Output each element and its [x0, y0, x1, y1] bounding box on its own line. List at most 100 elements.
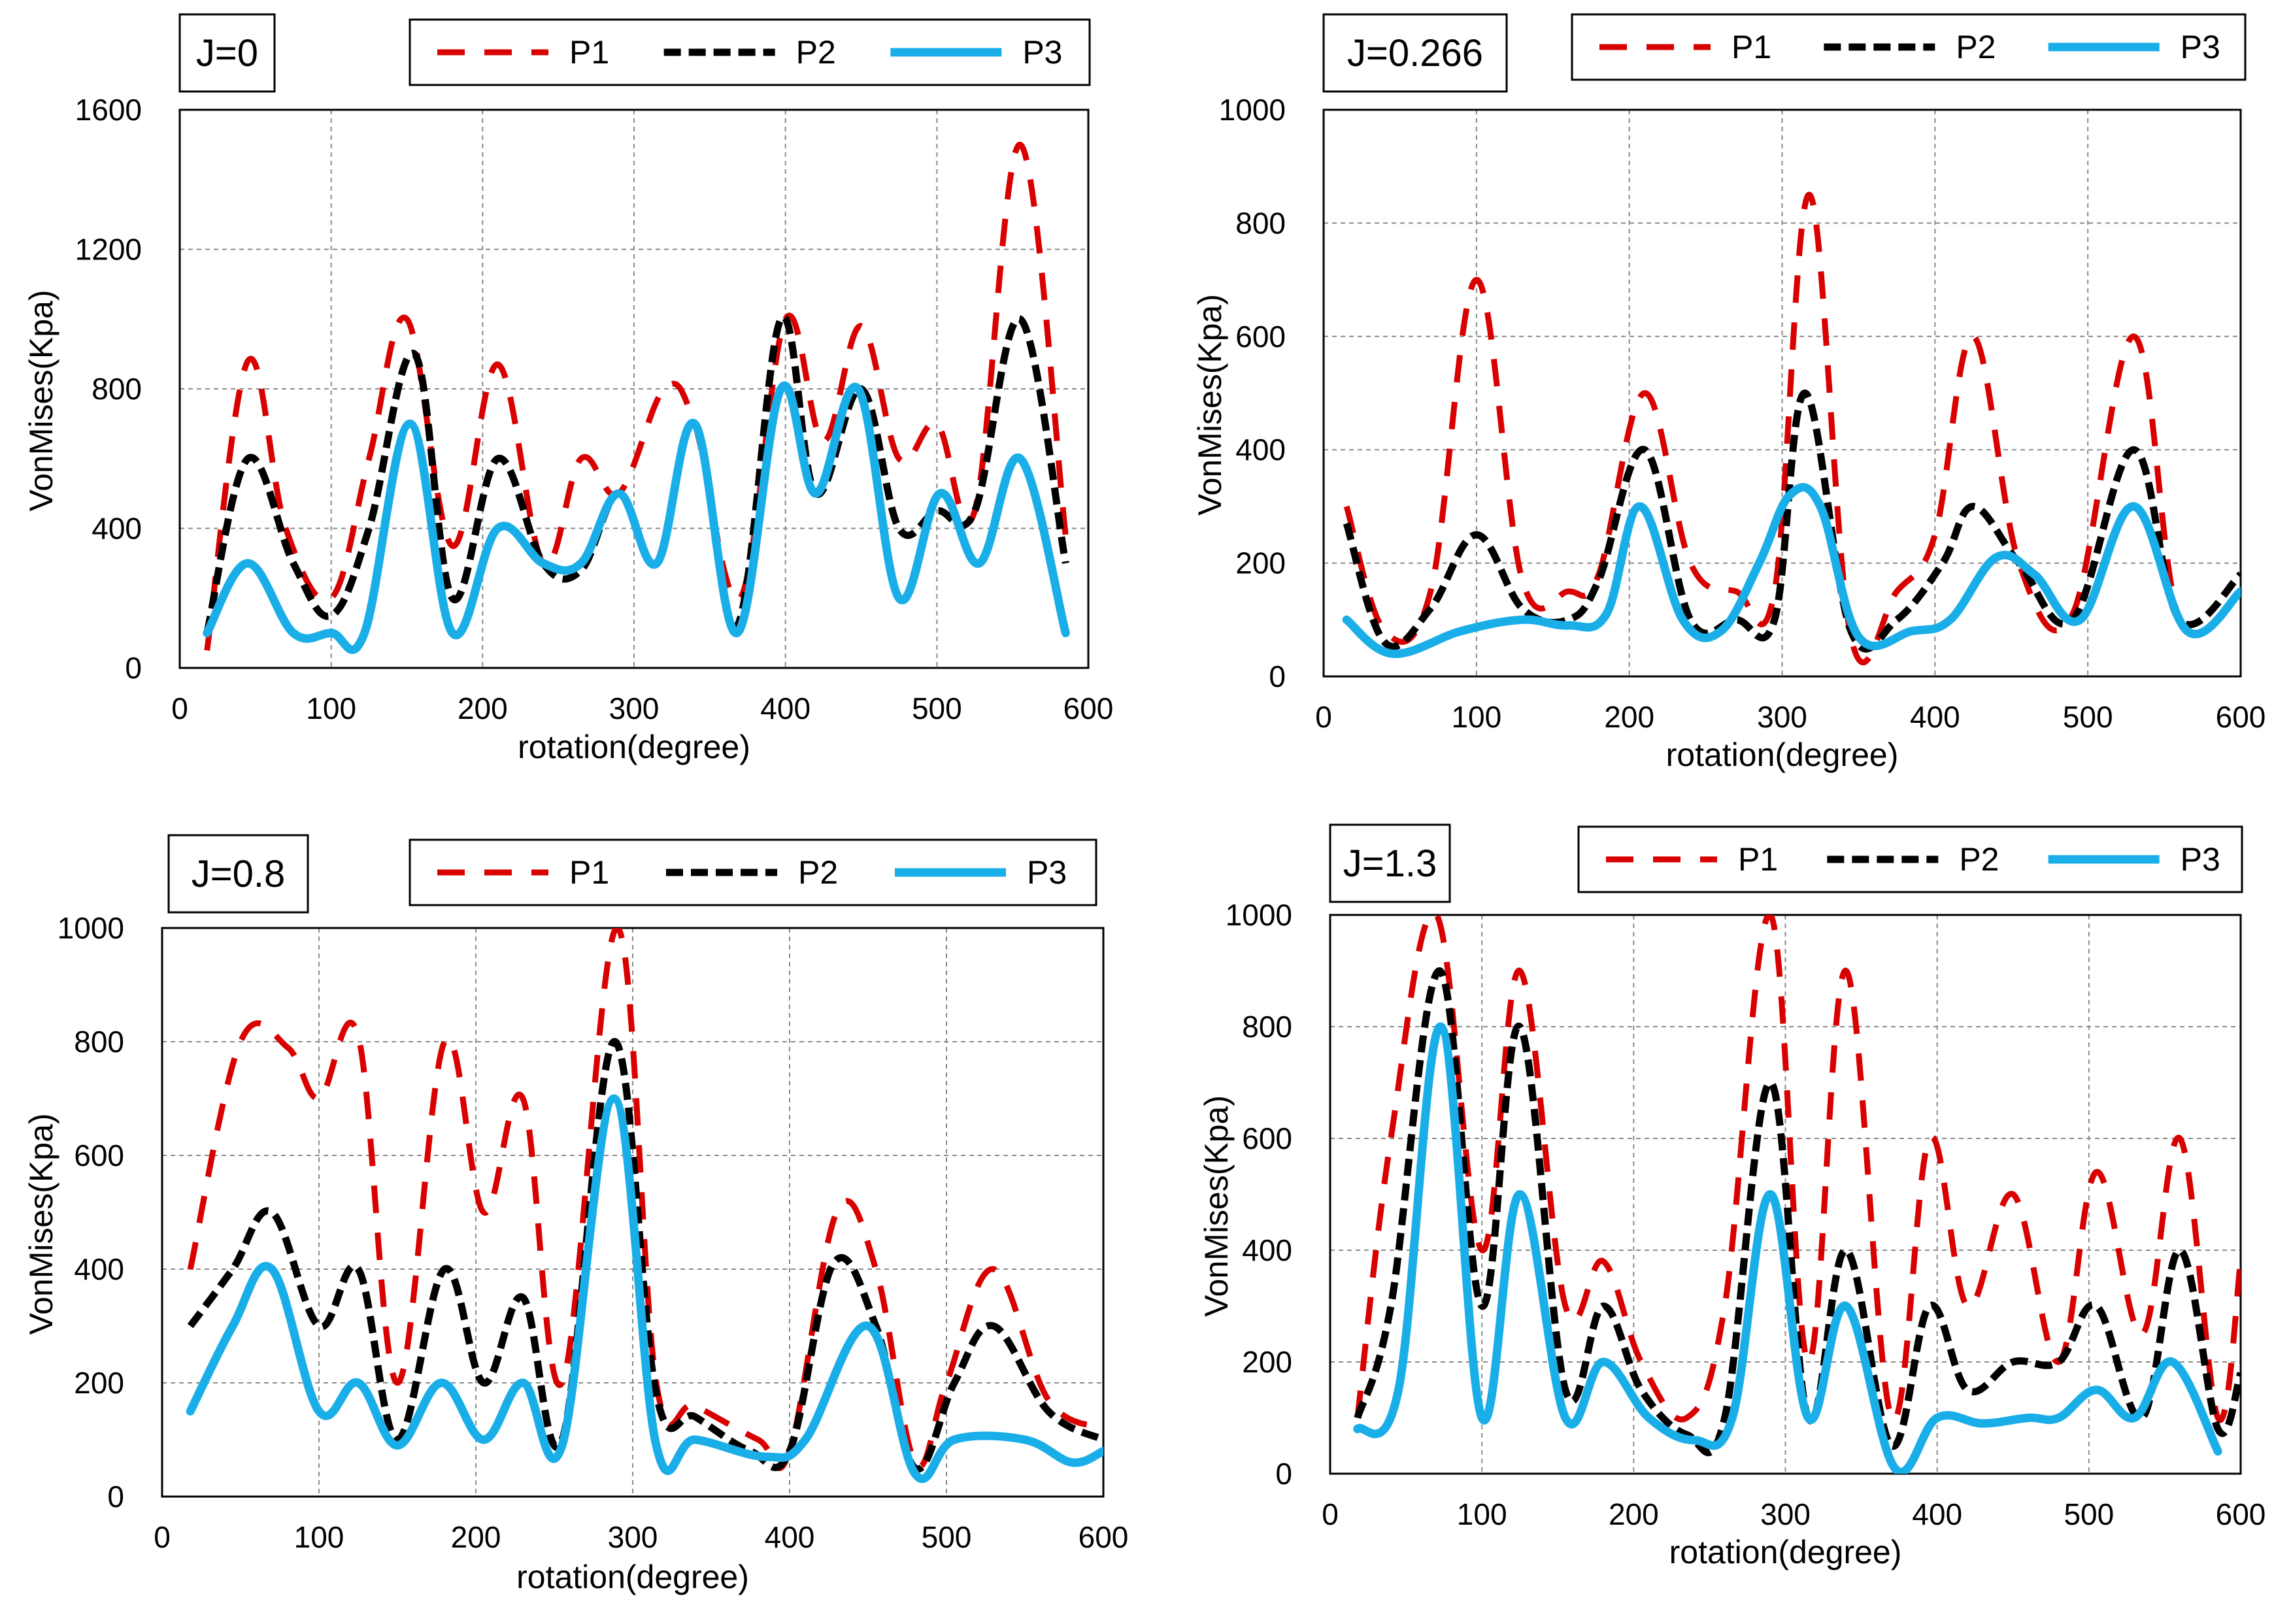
x-tick-label: 200 — [1609, 1497, 1659, 1531]
series-line-p3 — [1353, 1022, 2222, 1474]
x-tick-label: 300 — [609, 691, 660, 725]
panel-3: 0 100 200 300 400 500 600 0 200 400 600 800 1000 rota… — [1198, 823, 2266, 1570]
legend-label-p1: P1 — [1731, 29, 1771, 65]
panel-label-box — [167, 834, 309, 914]
panel-label: J=0.266 — [1347, 32, 1483, 75]
panel-label: J=0.8 — [192, 853, 286, 895]
legend-label-p1: P1 — [1738, 841, 1778, 878]
y-axis-label: VonMises(Kpa) — [1198, 1095, 1235, 1317]
y-tick-label: 800 — [1242, 1010, 1292, 1044]
y-tick-label: 0 — [125, 651, 142, 685]
panel-label: J=1.3 — [1343, 842, 1437, 885]
panel-label-box — [1322, 13, 1508, 93]
x-tick-label: 100 — [1457, 1497, 1507, 1531]
x-tick-label: 0 — [154, 1520, 171, 1554]
x-tick-label: 100 — [1451, 700, 1501, 734]
x-axis-label: rotation(degree) — [1669, 1534, 1902, 1570]
y-tick-label: 800 — [92, 372, 142, 406]
series-line-p3 — [1342, 483, 2241, 658]
panel-label-box — [178, 13, 276, 93]
y-axis-label: VonMises(Kpa) — [23, 290, 59, 511]
legend-label-p3: P3 — [2181, 29, 2220, 65]
series-line-p1 — [1343, 191, 2241, 665]
y-tick-label: 0 — [1275, 1457, 1292, 1491]
y-tick-label: 1000 — [1219, 93, 1286, 127]
x-tick-label: 600 — [1063, 691, 1114, 725]
y-tick-label: 200 — [74, 1366, 124, 1400]
y-tick-label: 200 — [1235, 546, 1286, 580]
y-tick-label: 200 — [1242, 1345, 1292, 1379]
x-axis-label: rotation(degree) — [1666, 737, 1899, 773]
x-axis-label: rotation(degree) — [516, 1559, 749, 1595]
x-tick-label: 500 — [912, 691, 962, 725]
legend-label-p3: P3 — [2181, 841, 2220, 878]
x-tick-label: 400 — [765, 1520, 815, 1554]
x-tick-label: 500 — [2064, 1497, 2114, 1531]
panel-label-box — [1329, 823, 1451, 903]
x-tick-label: 300 — [608, 1520, 658, 1554]
x-tick-label: 0 — [1315, 700, 1332, 734]
legend-label-p2: P2 — [796, 34, 836, 71]
y-tick-label: 400 — [1235, 433, 1286, 467]
x-tick-label: 100 — [294, 1520, 344, 1554]
x-tick-label: 100 — [306, 691, 356, 725]
legend-label-p2: P2 — [1959, 841, 1999, 878]
legend-label-p3: P3 — [1022, 34, 1062, 71]
plot-frame — [1329, 914, 2242, 1475]
y-tick-label: 0 — [107, 1480, 124, 1514]
panel-2: 0 100 200 300 400 500 600 0 200 400 600 800 1000 rota… — [23, 834, 1129, 1595]
series-line-p3 — [186, 1094, 1103, 1483]
y-tick-label: 400 — [74, 1252, 124, 1286]
series-group — [203, 141, 1070, 654]
panel-0: 0 100 200 300 400 500 600 0 400 800 1200 1600 rotati… — [23, 13, 1114, 765]
legend-label-p3: P3 — [1027, 854, 1067, 891]
series-line-p2 — [1354, 967, 2241, 1457]
y-tick-label: 1000 — [58, 911, 124, 945]
y-tick-label: 1600 — [75, 93, 142, 127]
series-line-p1 — [187, 928, 1103, 1472]
plot-frame — [161, 927, 1105, 1498]
x-tick-label: 500 — [2063, 700, 2113, 734]
x-tick-label: 200 — [458, 691, 508, 725]
x-tick-label: 500 — [922, 1520, 972, 1554]
series-group — [186, 928, 1103, 1483]
series-line-p1 — [204, 141, 1069, 651]
y-axis-label: VonMises(Kpa) — [1192, 294, 1228, 516]
x-tick-label: 600 — [2216, 700, 2266, 734]
x-tick-label: 0 — [1322, 1497, 1339, 1531]
y-tick-label: 400 — [92, 512, 142, 546]
legend-label-p1: P1 — [569, 854, 609, 891]
legend-label-p2: P2 — [798, 854, 838, 891]
y-tick-label: 0 — [1269, 659, 1286, 693]
y-axis-label: VonMises(Kpa) — [23, 1113, 59, 1334]
series-group — [1353, 915, 2241, 1474]
plot-frame — [178, 108, 1090, 669]
y-tick-label: 600 — [1242, 1121, 1292, 1155]
y-tick-label: 600 — [74, 1138, 124, 1172]
x-tick-label: 600 — [1079, 1520, 1129, 1554]
y-tick-label: 400 — [1242, 1233, 1292, 1267]
series-group — [1342, 191, 2241, 665]
panel-1: 0 100 200 300 400 500 600 0 200 400 600 800 1000 rota… — [1192, 13, 2266, 773]
y-tick-label: 600 — [1235, 320, 1286, 354]
x-axis-label: rotation(degree) — [518, 729, 750, 765]
series-line-p1 — [1354, 915, 2241, 1423]
x-tick-label: 0 — [171, 691, 188, 725]
x-tick-label: 400 — [1912, 1497, 1962, 1531]
plot-frame — [1322, 108, 2242, 678]
panel-label: J=0 — [196, 32, 258, 75]
x-tick-label: 300 — [1757, 700, 1807, 734]
x-tick-label: 300 — [1760, 1497, 1811, 1531]
x-tick-label: 200 — [1604, 700, 1654, 734]
x-tick-label: 400 — [1910, 700, 1960, 734]
series-line-p3 — [203, 382, 1070, 654]
legend-label-p1: P1 — [569, 34, 609, 71]
legend-label-p2: P2 — [1956, 29, 1996, 65]
y-tick-label: 1000 — [1226, 898, 1292, 932]
x-tick-label: 400 — [760, 691, 811, 725]
y-tick-label: 800 — [1235, 206, 1286, 240]
y-tick-label: 800 — [74, 1025, 124, 1059]
y-tick-label: 1200 — [75, 233, 142, 267]
x-tick-label: 200 — [451, 1520, 501, 1554]
